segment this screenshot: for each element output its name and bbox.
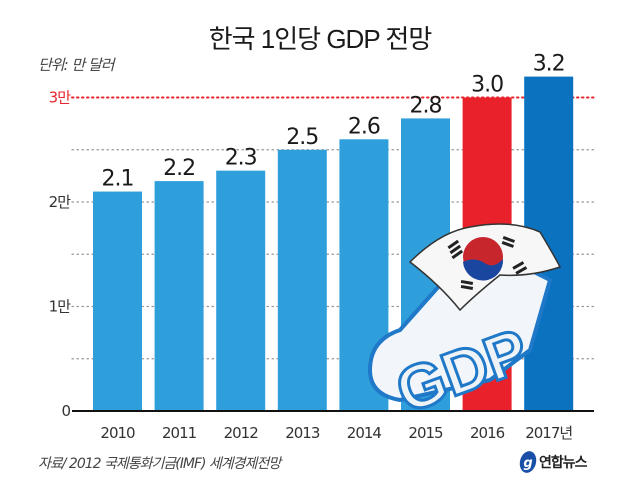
bar-2011 bbox=[154, 181, 204, 411]
brand-name: 연합뉴스 bbox=[539, 454, 588, 471]
value-label: 2.8 bbox=[410, 93, 442, 118]
x-tick-label: 2017년 bbox=[525, 424, 572, 442]
unit-label: 단위: 만 달러 bbox=[38, 56, 116, 74]
value-label: 2.6 bbox=[348, 114, 380, 139]
y-axis-ticks: 0 1만 2만 3만 bbox=[49, 89, 73, 421]
yonhap-logo-icon: g bbox=[519, 451, 537, 473]
x-tick-label: 2015 bbox=[408, 424, 443, 442]
value-label: 2.2 bbox=[163, 156, 195, 181]
y-tick-label: 0 bbox=[61, 402, 70, 420]
x-tick-label: 2016 bbox=[470, 424, 505, 442]
y-tick-label: 1만 bbox=[49, 298, 72, 316]
bar-2012 bbox=[216, 170, 266, 411]
bar-2013 bbox=[277, 149, 327, 411]
x-tick-label: 2013 bbox=[285, 424, 320, 442]
x-tick-label: 2012 bbox=[224, 424, 259, 442]
value-label: 3.2 bbox=[533, 52, 565, 77]
chart-title: 한국 1인당 GDP 전망 bbox=[209, 24, 432, 54]
y-tick-label: 3만 bbox=[49, 89, 72, 107]
yonhap-brand: g 연합뉴스 bbox=[519, 451, 589, 473]
value-label: 2.3 bbox=[225, 146, 257, 171]
value-label: 3.0 bbox=[471, 73, 503, 98]
korean-flag-icon bbox=[408, 223, 562, 312]
x-tick-label: 2014 bbox=[347, 424, 382, 442]
x-tick-label: 2010 bbox=[100, 424, 135, 442]
svg-text:g: g bbox=[523, 456, 532, 471]
y-tick-label: 2만 bbox=[49, 193, 72, 211]
x-axis-ticks: 2010 2011 2012 2013 2014 2015 2016 2017년 bbox=[100, 424, 573, 442]
x-tick-label: 2011 bbox=[162, 424, 197, 442]
value-label: 2.1 bbox=[102, 167, 134, 192]
bar-2010 bbox=[93, 191, 142, 411]
value-label: 2.5 bbox=[286, 125, 318, 150]
source-note: 자료/ 2012 국제통화기금(IMF) 세계경제전망 bbox=[38, 456, 283, 472]
